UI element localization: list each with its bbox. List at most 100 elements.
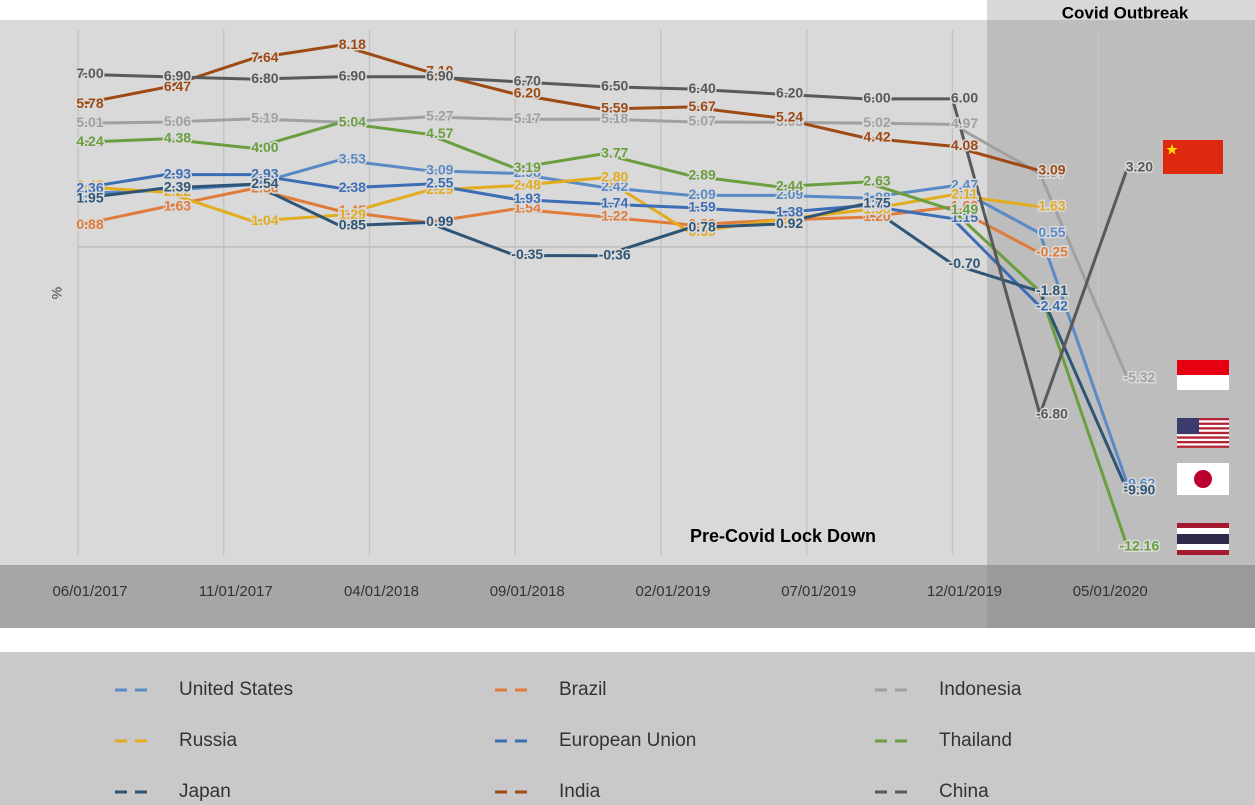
legend-label: European Union [559,730,696,751]
data-label: 2.97 [1038,164,1065,180]
flag-us [1177,418,1229,448]
data-label: 3.53 [339,151,366,167]
series-line [77,43,1041,173]
plot-area [0,20,1255,565]
data-label: 1.54 [514,200,541,216]
data-label: -1.81 [1036,282,1068,298]
legend-label: Thailand [939,730,1012,751]
data-label: 4.24 [76,133,103,149]
legend-label: Brazil [559,679,607,700]
data-label: 5.17 [514,110,541,126]
legend-label: Japan [179,781,231,802]
data-label: 1.75 [863,194,890,210]
data-label: 2.53 [251,175,278,191]
data-label: 3.77 [601,145,628,161]
data-label: 1.09 [776,211,803,227]
data-label: 3.09 [426,161,453,177]
data-label: 0.92 [776,215,803,231]
labels: 2.16 2.29 2.53 3.53 3.09 2.98 2.42 2.09 2.09 1.98… [75,34,1161,555]
series-line [77,72,1129,420]
data-label: 1.49 [951,201,978,217]
data-label: 6.90 [426,67,453,83]
data-label: 0.88 [76,216,103,232]
data-label: 2.98 [514,164,541,180]
data-label: 1.63 [164,197,191,213]
x-tick-label: 05/01/2020 [1073,583,1148,600]
data-label: 5.06 [164,113,191,129]
data-label: -0.36 [599,246,631,262]
data-label: 2.54 [251,175,278,191]
x-tick-label: 02/01/2019 [635,583,710,600]
data-label: 2.80 [601,169,628,185]
flag-china [1163,140,1223,174]
data-label: 0.85 [339,217,366,233]
data-label: 4.97 [951,115,978,131]
x-axis-band [0,565,1255,628]
data-label: 6.00 [951,90,978,106]
data-label: -9.62 [1123,475,1155,491]
data-label: 2.16 [76,184,103,200]
x-tick-label: 11/01/2017 [199,583,273,600]
data-label: 2.42 [601,178,628,194]
data-label: 6.00 [863,90,890,106]
data-label: 0.89 [689,216,716,232]
data-label: 4.42 [863,129,890,145]
data-label: 2.22 [164,183,191,199]
data-label: 7.10 [426,62,453,78]
data-label: -0.25 [1036,244,1068,260]
data-label: 6.20 [776,85,803,101]
data-label: 6.90 [164,67,191,83]
data-label: 5.18 [601,110,628,126]
data-label: 6.20 [514,85,541,101]
x-tick-label: 07/01/2019 [781,583,856,600]
data-label: 6.70 [514,72,541,88]
series-line [77,173,1042,308]
data-label: 1.04 [251,212,278,228]
data-label: 1.62 [951,198,978,214]
series-line [77,182,1129,492]
data-label: 5.05 [776,113,803,129]
data-label: 5.01 [76,114,103,130]
data-label: 1.74 [601,195,628,211]
data-label: 2.09 [689,186,716,202]
data-label: 1.59 [689,198,716,214]
data-label: 2.48 [514,176,541,192]
legend-label: Russia [179,730,238,751]
legend: United States Brazil Indonesia Russia Europe… [115,679,1022,802]
data-label: 2.93 [164,165,191,181]
data-label: 1.29 [339,206,366,222]
data-label: 1.45 [339,202,366,218]
data-label: 5.19 [251,110,278,126]
data-label: 4.57 [426,125,453,141]
data-label: 5.67 [689,98,716,114]
data-label: 4.08 [951,137,978,153]
flag-japan [1177,463,1229,495]
data-label: 2.39 [164,179,191,195]
data-label: 6.90 [339,67,366,83]
data-label: 2.36 [251,179,278,195]
x-tick-label: 06/01/2017 [52,583,127,600]
data-label: 2.29 [164,181,191,197]
data-label: -0.35 [511,246,543,262]
data-label: 8.18 [339,36,366,52]
data-label: -6.80 [1036,405,1068,421]
data-label: 6.40 [689,80,716,96]
data-label: 1.98 [863,189,890,205]
data-label: 1.95 [76,189,103,205]
grid: 06/01/2017 11/01/2017 04/01/2018 09/01/2018… [52,30,1150,600]
legend-label: United States [179,679,293,700]
data-label: -12.16 [1120,537,1160,553]
data-label: 5.59 [601,100,628,116]
data-label: 5.24 [776,108,803,124]
data-label: 2.55 [426,175,453,191]
data-label: 3.19 [514,159,541,175]
legend-label: Indonesia [939,679,1022,700]
lines [77,43,1129,548]
data-label: 6.47 [164,78,191,94]
data-label: -0.70 [949,255,981,271]
data-label: 2.45 [76,177,103,193]
y-axis-label: % [49,287,65,299]
legend-label: India [559,781,601,802]
legend-label: China [939,781,989,802]
data-label: 2.36 [76,179,103,195]
